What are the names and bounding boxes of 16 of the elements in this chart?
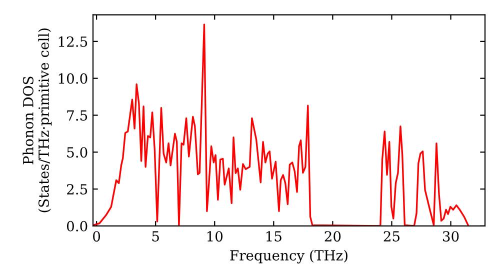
y-tick-label: 7.5 — [67, 110, 88, 121]
x-tick-label: 15 — [266, 231, 282, 242]
y-tick-label: 0.0 — [66, 220, 88, 232]
x-axis-title: Frequency (THz) — [230, 250, 348, 264]
y-tick-label: 12.5 — [58, 36, 88, 47]
line-series — [93, 24, 469, 226]
x-tick-label: 30 — [442, 231, 459, 242]
y-tick-label: 5.0 — [67, 147, 88, 158]
x-tick-label: 10 — [207, 231, 223, 242]
y-tick-label: 10.0 — [58, 73, 88, 84]
x-tick-label: 25 — [384, 231, 400, 242]
x-tick-label: 5 — [152, 231, 159, 242]
y-axis-title: Phonon DOS (States/THz·primitive cell) — [22, 28, 52, 212]
x-tick-label: 20 — [324, 231, 341, 242]
y-tick-label: 2.5 — [66, 184, 88, 195]
x-tick-label: 0 — [93, 231, 100, 242]
